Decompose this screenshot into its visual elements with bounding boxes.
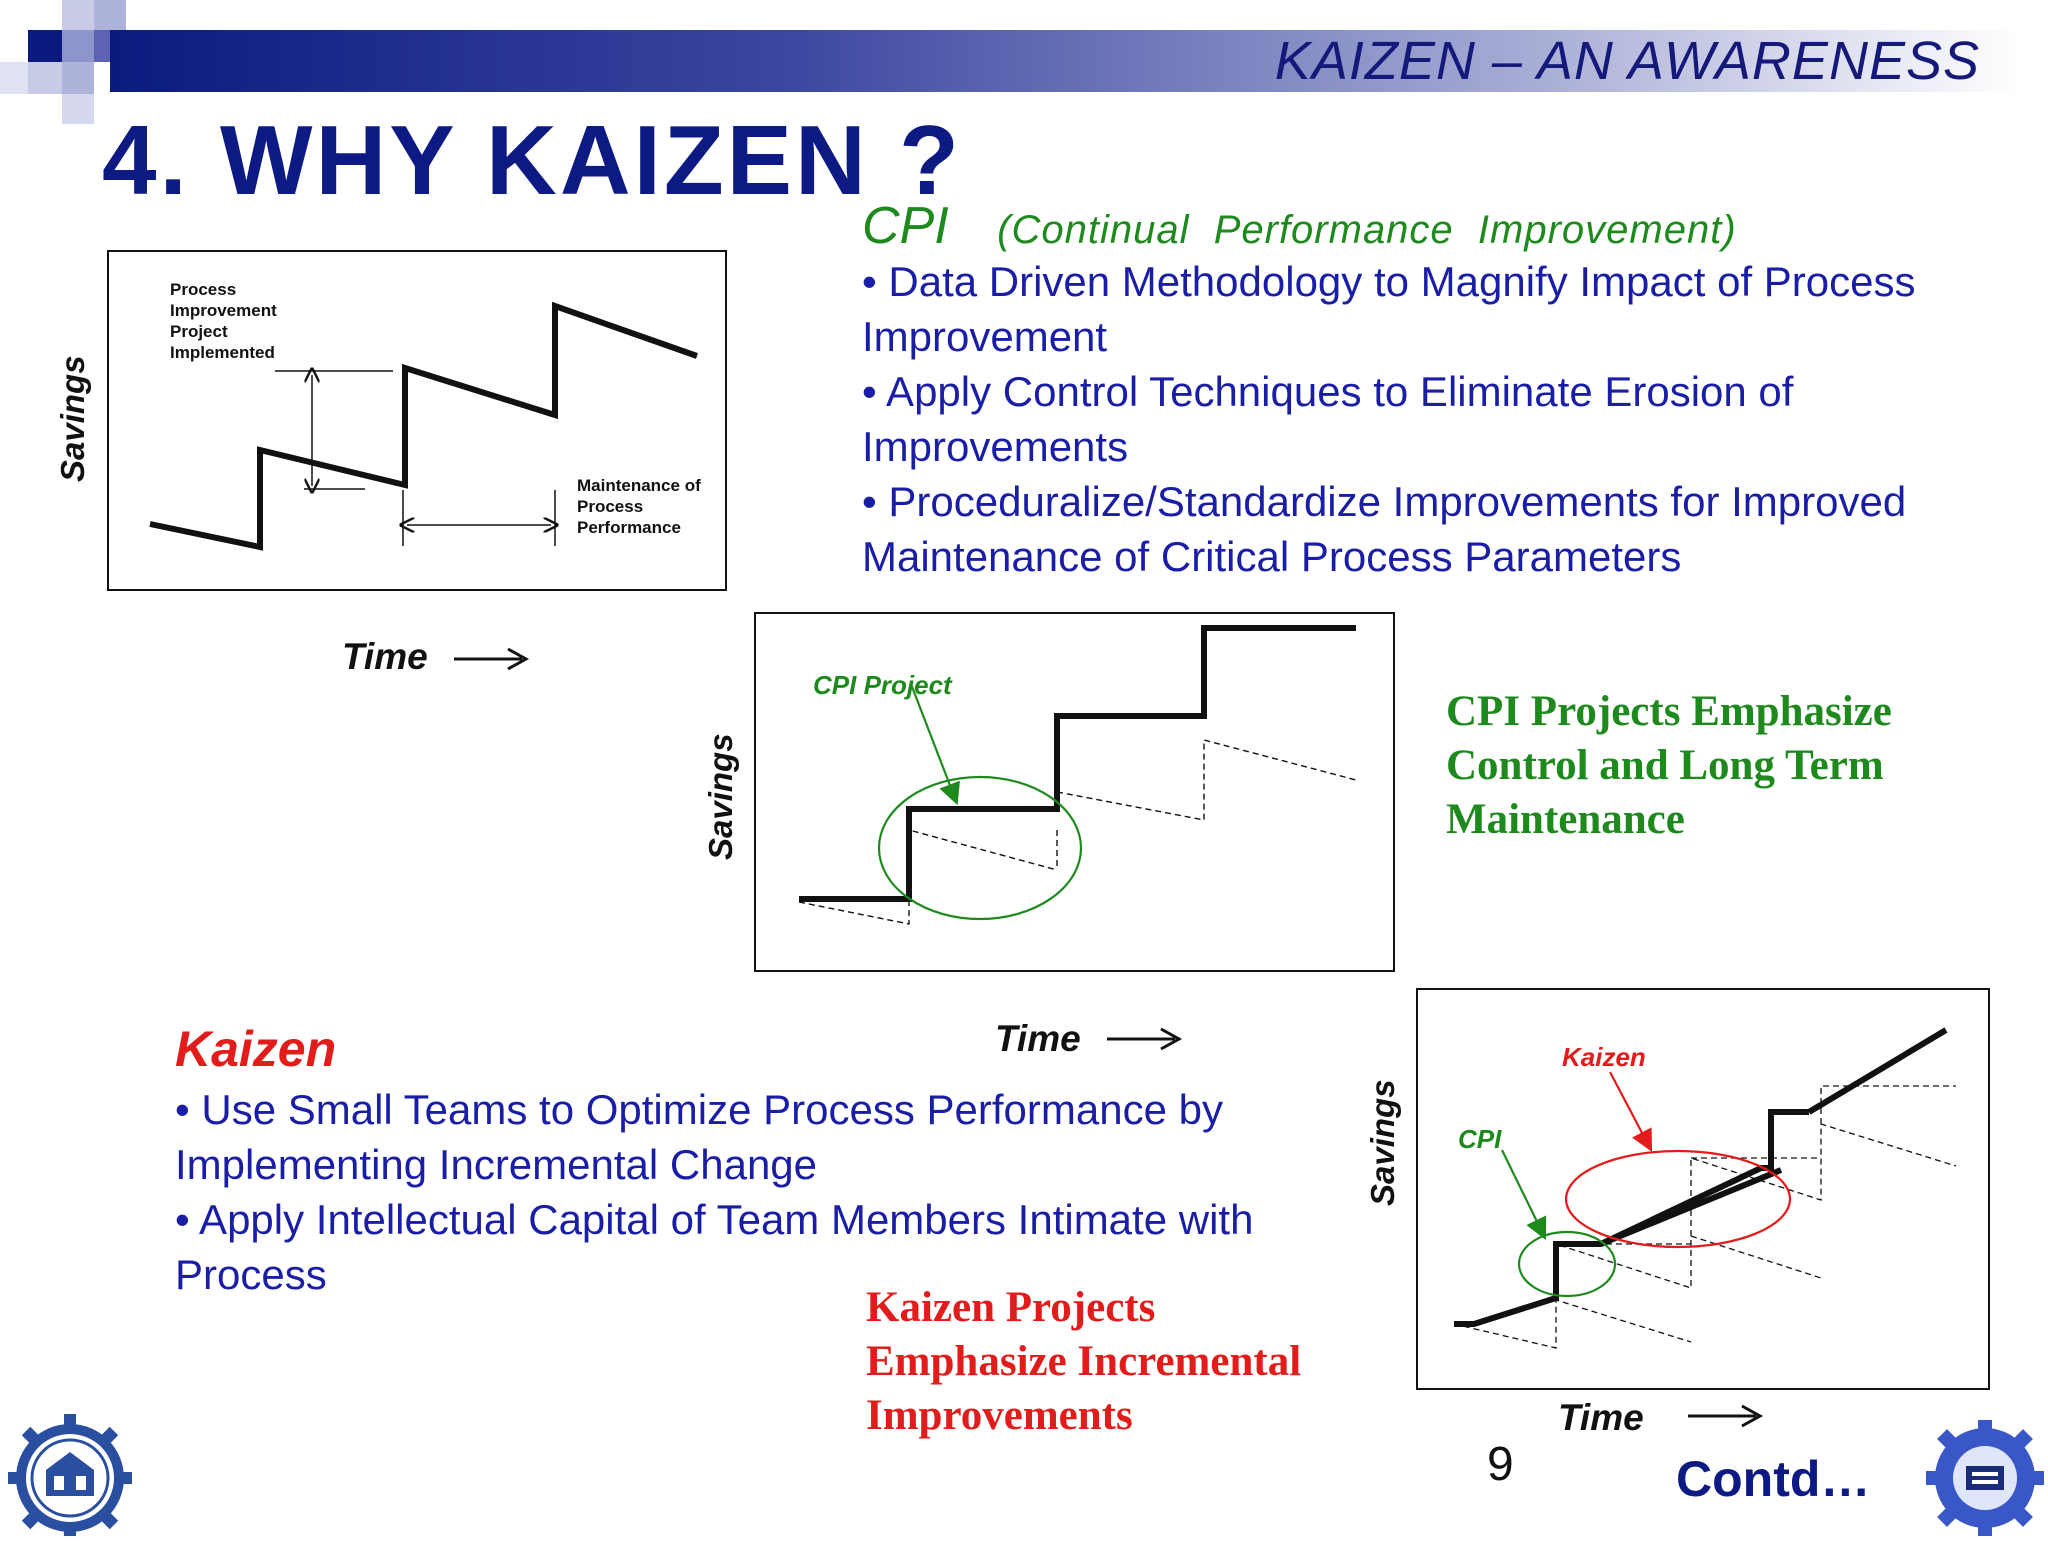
kaizen-emphasis: Kaizen Projects Emphasize Incremental Im… bbox=[866, 1284, 1302, 1439]
kaizen-bullet-1: • Use Small Teams to Optimize Process Pe… bbox=[175, 1086, 1223, 1188]
slide-title: 4. WHY KAIZEN ? bbox=[102, 105, 962, 215]
diagram3-x-axis: Time bbox=[1558, 1397, 1798, 1445]
cpi-emphasis: CPI Projects Emphasize Control and Long … bbox=[1446, 688, 1892, 843]
university-seal-icon bbox=[6, 1410, 134, 1536]
cpi-heading-expansion: (Continual Performance Improvement) bbox=[997, 208, 1737, 252]
cpi-bullet-1: • Data Driven Methodology to Magnify Imp… bbox=[862, 258, 1916, 360]
cpi-bullet-2: • Apply Control Techniques to Eliminate … bbox=[862, 368, 1794, 470]
arrow-right-icon bbox=[1107, 1027, 1183, 1051]
diagram1-label-maintenance: Maintenance of Process Performance bbox=[577, 476, 701, 537]
diagram3-callout-kaizen: Kaizen bbox=[1562, 1042, 1646, 1072]
kaizen-bullet-2: • Apply Intellectual Capital of Team Mem… bbox=[175, 1196, 1254, 1298]
contd-label: Contd… bbox=[1676, 1451, 1871, 1507]
diagram3-y-label: Savings bbox=[1364, 1079, 1401, 1206]
diagram1-graph bbox=[149, 301, 698, 551]
cpi-heading: CPI bbox=[862, 197, 949, 255]
diagram2-x-label: Time bbox=[995, 1018, 1081, 1059]
diagram2-savings-line bbox=[799, 625, 1356, 902]
header-bar bbox=[110, 30, 2020, 92]
diagram2-graph bbox=[798, 625, 1357, 925]
au-tvs-logo-icon bbox=[1926, 1420, 2044, 1536]
cpi-heading-row: CPI (Continual Performance Improvement) bbox=[862, 196, 1737, 256]
diagram3-callout-cpi: CPI bbox=[1458, 1124, 1502, 1154]
diagram3-cpi-line bbox=[1454, 1109, 1809, 1327]
diagram1-x-label: Time bbox=[342, 636, 428, 677]
header-title: KAIZEN – AN AWARENESS bbox=[1274, 31, 1980, 91]
diagram1: Process Improvement Project Implemented … bbox=[107, 250, 727, 591]
cpi-bullet-3: • Proceduralize/Standardize Improvements… bbox=[862, 478, 1907, 580]
arrow-right-icon bbox=[1688, 1404, 1764, 1428]
kaizen-bullet-list: • Use Small Teams to Optimize Process Pe… bbox=[175, 1082, 1275, 1302]
page-number: 9 bbox=[1487, 1438, 1514, 1491]
diagram3: CPI Kaizen bbox=[1416, 988, 1990, 1390]
diagram2: CPI Project bbox=[754, 612, 1395, 972]
diagram2-x-axis: Time bbox=[995, 1018, 1235, 1066]
diagram1-savings-line bbox=[149, 301, 698, 551]
diagram1-y-label: Savings bbox=[54, 355, 91, 482]
cpi-bullet-list: • Data Driven Methodology to Magnify Imp… bbox=[862, 254, 2012, 584]
diagram3-graph bbox=[1453, 1027, 1957, 1349]
diagram2-y-label: Savings bbox=[702, 733, 739, 860]
kaizen-heading: Kaizen bbox=[175, 1021, 337, 1077]
arrow-right-icon bbox=[454, 647, 530, 671]
diagram3-x-label: Time bbox=[1558, 1397, 1644, 1438]
diagram1-label-project: Process Improvement Project Implemented bbox=[170, 280, 277, 362]
diagram2-callout-cpi-project: CPI Project bbox=[813, 670, 952, 700]
diagram1-x-axis: Time bbox=[342, 636, 582, 684]
